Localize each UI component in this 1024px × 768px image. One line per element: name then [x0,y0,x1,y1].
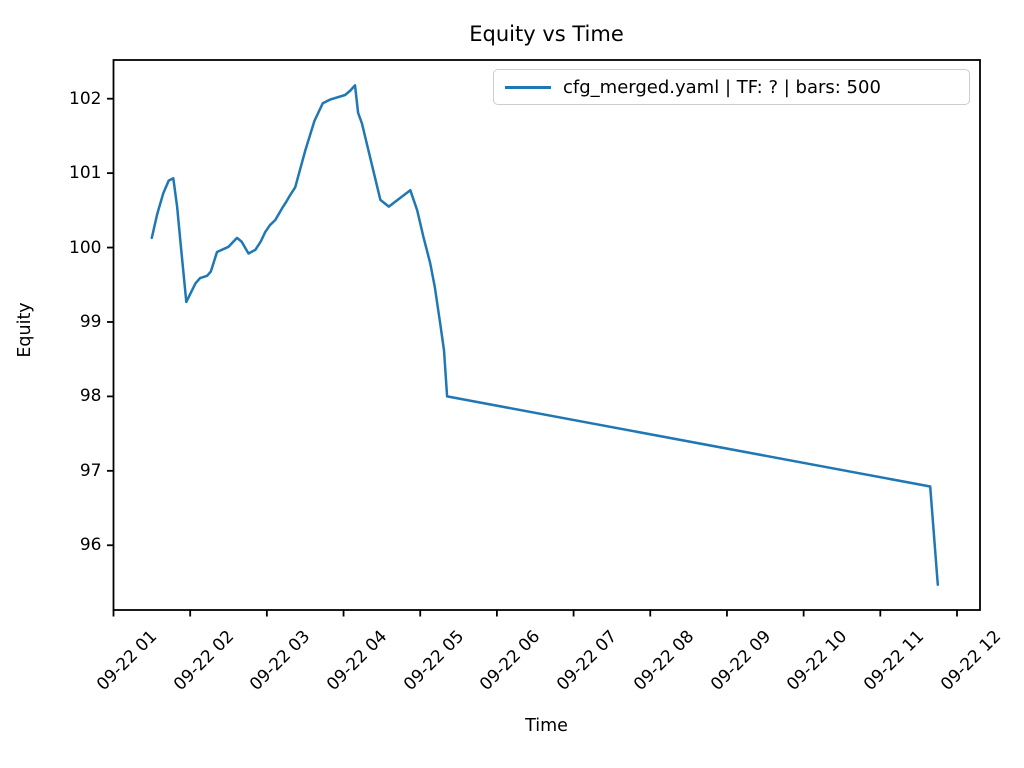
y-tick-label: 96 [79,535,102,556]
y-tick-label: 98 [79,386,102,407]
y-axis-label: Equity [15,302,35,358]
y-tick-label: 99 [79,311,102,332]
legend-line-sample-icon [505,85,551,89]
legend-entry-label: cfg_merged.yaml | TF: ? | bars: 500 [563,76,881,98]
y-tick-label: 100 [69,237,102,258]
tick-marks [107,97,958,617]
equity-line-series [150,84,940,586]
y-tick-label: 101 [69,163,102,184]
legend-box: cfg_merged.yaml | TF: ? | bars: 500 [493,69,970,105]
y-tick-label: 102 [69,88,102,109]
plot-frame [112,59,981,611]
x-axis-label: Time [525,716,568,736]
y-tick-label: 97 [79,460,102,481]
chart-title: Equity vs Time [469,22,624,46]
